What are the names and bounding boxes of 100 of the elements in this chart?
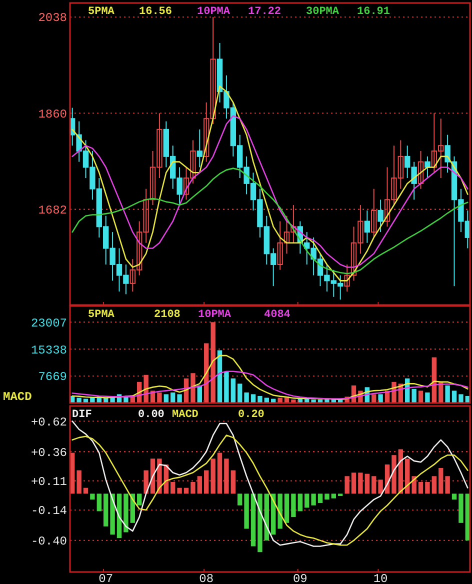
y-tick-label: +0.11 — [30, 475, 67, 490]
bar — [445, 385, 450, 403]
bar — [230, 378, 236, 403]
bar — [438, 468, 444, 494]
y-tick-label: +0.36 — [30, 446, 67, 460]
bar — [378, 480, 383, 494]
bar — [412, 388, 416, 403]
bar — [392, 455, 396, 494]
bar — [224, 458, 229, 494]
bar — [358, 472, 363, 494]
bar — [76, 398, 82, 403]
y-tick-label: 7669 — [38, 370, 67, 384]
bar — [452, 494, 457, 500]
series-label: DIF — [72, 409, 92, 421]
y-tick-label: +0.62 — [30, 415, 67, 430]
text: 5PMA — [88, 309, 115, 321]
bar — [338, 494, 343, 496]
x-tick-label: 08 — [199, 572, 214, 584]
y-axis-title: MACD — [3, 390, 32, 404]
bar — [230, 470, 236, 494]
bar — [418, 482, 424, 494]
candlestick — [196, 128, 202, 168]
bar — [351, 472, 356, 494]
y-tick-label: 2038 — [38, 11, 67, 26]
bar — [250, 394, 256, 403]
bar — [458, 494, 464, 523]
bar — [258, 494, 262, 552]
bar — [425, 392, 430, 403]
text: 10PMA — [198, 309, 232, 321]
bar — [250, 494, 256, 546]
bar — [284, 494, 290, 523]
bar — [452, 390, 457, 403]
y-tick-label: -0.40 — [30, 534, 67, 549]
y-tick-label: 15338 — [30, 343, 67, 358]
bar — [418, 390, 424, 403]
bar — [164, 394, 168, 403]
text: 30PMA — [306, 6, 340, 18]
bar — [311, 494, 316, 506]
bar — [83, 488, 88, 494]
bar — [170, 482, 176, 494]
bar — [425, 482, 430, 494]
bar — [278, 494, 282, 529]
text: 10PMA — [197, 6, 230, 18]
bar — [190, 373, 196, 403]
line-series — [72, 115, 468, 268]
candlestick — [371, 188, 377, 238]
bar — [291, 399, 296, 403]
bar — [318, 494, 323, 504]
bar — [157, 392, 162, 403]
bar — [378, 394, 383, 403]
bar — [304, 494, 310, 508]
candlestick — [378, 199, 384, 233]
annotation: 17.22 — [248, 6, 282, 18]
line-series — [72, 370, 468, 400]
x-tick-label: 07 — [98, 572, 114, 584]
x-tick-label: 10 — [373, 572, 388, 584]
bar — [264, 398, 269, 403]
bar — [364, 474, 370, 494]
bar — [458, 394, 464, 403]
bar — [372, 394, 376, 403]
line-series — [72, 354, 468, 400]
bar — [331, 494, 336, 498]
bar — [177, 488, 182, 494]
bar — [224, 371, 229, 403]
bar — [238, 384, 242, 403]
bar — [445, 476, 450, 494]
y-tick-label: -0.14 — [30, 504, 67, 518]
bar — [258, 396, 262, 403]
bar — [405, 458, 410, 494]
bar — [324, 494, 330, 500]
text: MACD — [172, 409, 199, 421]
annotation: 2108 — [154, 309, 181, 321]
bar — [210, 322, 216, 403]
text: 5PMA — [88, 6, 115, 18]
bar — [291, 494, 296, 518]
bar — [298, 494, 302, 512]
y-tick-label: 1860 — [38, 107, 67, 122]
bar — [124, 494, 128, 532]
bar — [217, 452, 222, 494]
y-tick-label: 23007 — [30, 316, 67, 330]
y-tick-label: 1682 — [38, 204, 67, 218]
bar — [372, 476, 376, 494]
bar — [264, 494, 269, 540]
candlestick — [344, 264, 350, 292]
annotation: 0.00 — [138, 409, 164, 421]
bar — [90, 494, 95, 500]
annotation: 0.20 — [238, 409, 264, 421]
bar — [110, 494, 115, 535]
bar — [116, 494, 122, 538]
bar — [197, 476, 202, 494]
bar — [311, 399, 316, 403]
candlestick — [418, 150, 424, 190]
bar — [144, 470, 148, 494]
bar — [184, 488, 189, 494]
bar — [204, 470, 209, 494]
bar — [344, 476, 350, 494]
bar — [210, 458, 216, 494]
candlestick — [364, 210, 370, 244]
bar — [244, 392, 249, 403]
annotation: 16.56 — [139, 6, 172, 18]
